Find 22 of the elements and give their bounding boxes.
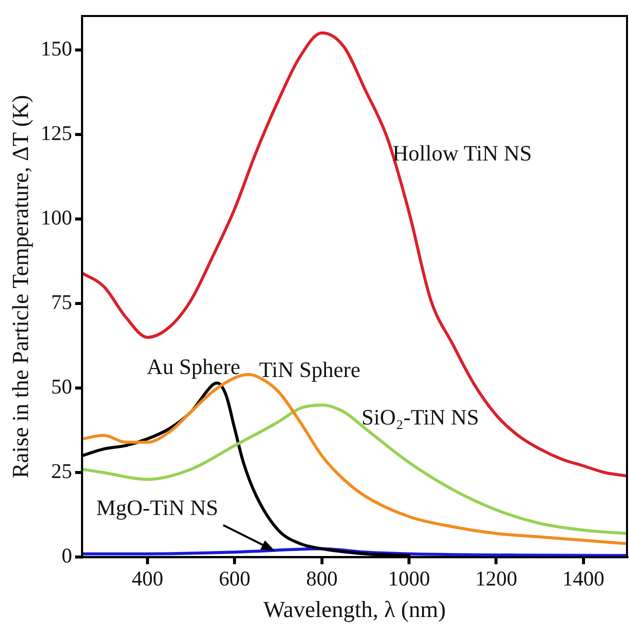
annotation: MgO-TiN NS [96,494,218,520]
x-tick-label: 600 [218,566,250,590]
y-axis-title: Raise in the Particle Temperature, ΔT (K) [8,94,33,478]
y-tick-label: 125 [40,120,72,145]
annotation: Hollow TiN NS [392,140,532,166]
y-tick-label: 0 [62,544,72,568]
y-tick-label: 75 [51,290,72,314]
line-series [82,31,627,478]
y-tick-label: 25 [51,459,72,484]
y-tick-label: 100 [40,205,72,230]
y-tick-label: 50 [51,374,72,399]
annotation: Au Sphere [146,354,240,379]
annotation: SiO₂-TiN NS [362,404,480,430]
x-tick-label: 800 [306,566,338,590]
annotation: TiN Sphere [259,356,360,382]
y-tick-label: 150 [40,36,72,60]
line-series [82,403,627,536]
x-tick-label: 1200 [475,566,518,590]
x-tick-label: 400 [132,566,164,590]
x-tick-label: 1400 [562,566,604,590]
x-axis-title: Wavelength, λ (nm) [263,597,446,622]
x-tick-label: 1000 [388,566,430,590]
